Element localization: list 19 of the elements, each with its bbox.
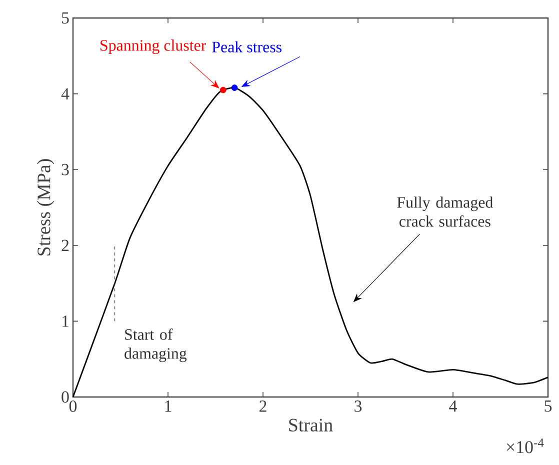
text: Peak stress xyxy=(212,41,282,52)
x-tick-label: 2 xyxy=(260,400,266,412)
y-tick-label: 2 xyxy=(62,240,69,252)
x-tick-label: 4 xyxy=(449,400,457,412)
x-tick-label: 3 xyxy=(354,400,362,412)
x-axis-title: Strain xyxy=(289,418,333,432)
y-tick-label: 0 xyxy=(62,391,69,403)
text: ×10$^{-4}$ xyxy=(506,438,544,454)
y-tick-label: 1 xyxy=(62,316,68,327)
annotation: Fully damaged crack surfaces xyxy=(397,196,493,227)
y-tick-label: 4 xyxy=(61,88,70,100)
x-tick-label: 5 xyxy=(544,400,552,412)
y-tick-label: 3 xyxy=(62,164,69,176)
text: Spanning cluster xyxy=(100,40,206,54)
x-tick-label: 1 xyxy=(165,400,172,412)
annotation: Start of damaging xyxy=(124,328,187,362)
y-axis-title: Stress (MPa) xyxy=(37,159,54,256)
y-tick-label: 5 xyxy=(62,12,69,24)
x-tick-label: 0 xyxy=(69,400,77,412)
